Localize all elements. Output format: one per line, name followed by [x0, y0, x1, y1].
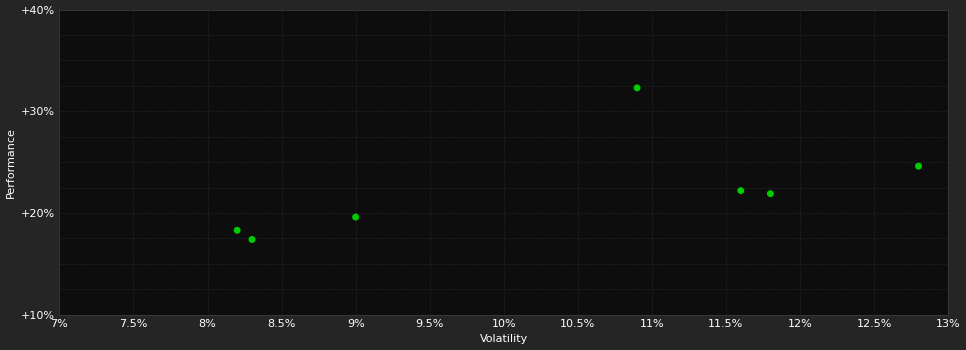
Point — [244, 237, 260, 242]
Point — [911, 163, 926, 169]
Point — [763, 191, 779, 196]
Point — [629, 85, 644, 91]
Point — [348, 214, 363, 220]
Y-axis label: Performance: Performance — [6, 127, 15, 198]
X-axis label: Volatility: Volatility — [480, 335, 527, 344]
Point — [229, 228, 244, 233]
Point — [733, 188, 749, 194]
